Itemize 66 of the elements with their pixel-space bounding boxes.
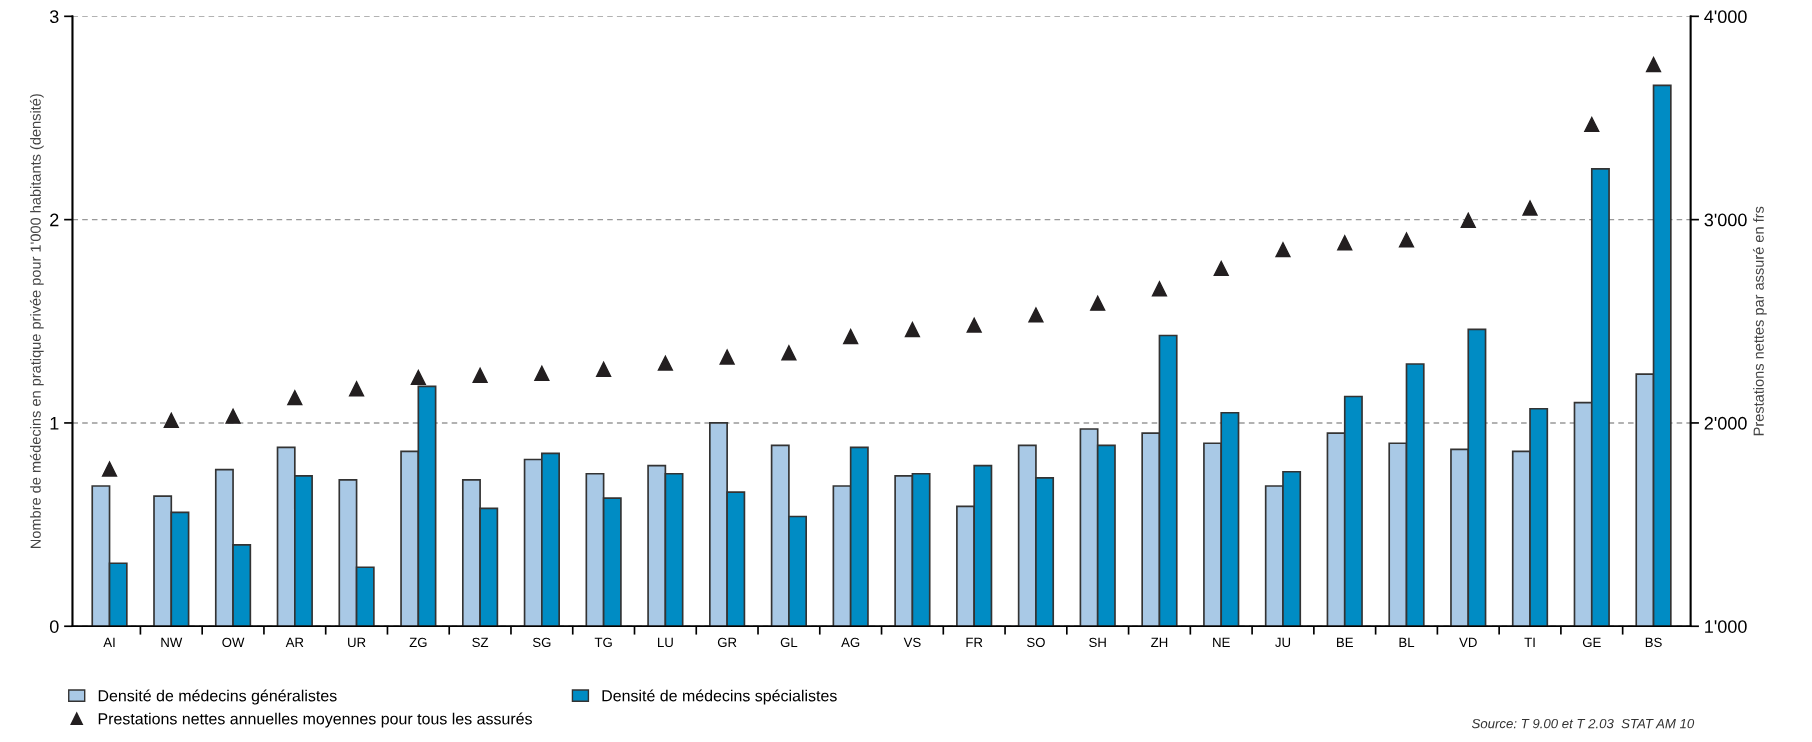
point: [1645, 56, 1662, 73]
point: [719, 349, 735, 365]
source-note: Source: T 9.00 et T 2.03 STAT AM 10: [1471, 718, 1695, 729]
x-tick-label: VD: [1459, 637, 1477, 647]
y2-tick-label: 4'000: [1704, 10, 1747, 24]
x-tick-label: LU: [658, 637, 673, 648]
x-tick-label: TI: [1524, 637, 1535, 647]
point: [534, 365, 550, 381]
point: [1028, 307, 1044, 323]
point: [1398, 232, 1415, 248]
x-tick-label: ZH: [1151, 637, 1168, 647]
x-tick-label: NW: [161, 637, 183, 647]
legend-label: Prestations nettes annuelles moyennes pour tous les assurés: [98, 712, 532, 728]
point: [1151, 281, 1168, 297]
y-tick-label: 1: [50, 417, 59, 430]
point: [348, 381, 365, 397]
y-axis-title: Nombre de médecins en pratique privée pour 1'000 habitants (densité): [29, 94, 44, 549]
x-tick-label: BL: [1399, 637, 1415, 647]
x-tick-label: TG: [594, 637, 612, 648]
x-tick-label: GE: [1582, 637, 1601, 648]
x-tick-label: NE: [1213, 637, 1230, 647]
point: [781, 345, 797, 361]
x-tick-label: AR: [285, 637, 304, 647]
point: [1213, 260, 1229, 277]
point: [101, 461, 118, 477]
point: [472, 367, 488, 384]
point: [843, 328, 859, 345]
x-tick-label: FR: [966, 637, 983, 647]
point: [1522, 200, 1538, 216]
x-tick-label: SG: [532, 637, 551, 648]
y2-tick-label: 2'000: [1704, 416, 1747, 430]
point: [1090, 295, 1106, 311]
x-tick-label: JU: [1275, 637, 1291, 648]
x-tick-label: AG: [841, 637, 860, 648]
y2-tick-label: 3'000: [1704, 213, 1747, 227]
point: [904, 321, 921, 338]
y-tick-label: 3: [49, 10, 59, 24]
y-tick-label: 0: [49, 620, 59, 633]
point: [1337, 235, 1353, 251]
point: [1275, 242, 1291, 258]
legend-label: Densité de médecins spécialistes: [602, 689, 837, 705]
legend-label: Densité de médecins généralistes: [98, 689, 337, 705]
x-tick-label: BE: [1337, 637, 1353, 647]
x-tick-label: VS: [903, 637, 921, 648]
x-tick-label: ZG: [409, 637, 427, 648]
x-tick-label: OW: [222, 637, 245, 648]
x-tick-label: GL: [780, 637, 798, 648]
point: [1584, 116, 1600, 133]
y2-tick-label: 1'000: [1705, 620, 1747, 633]
x-tick-label: SH: [1089, 637, 1106, 648]
point: [225, 408, 241, 424]
x-tick-label: GR: [717, 637, 737, 648]
point: [595, 361, 612, 377]
point: [410, 369, 426, 386]
point: [657, 355, 674, 371]
point: [1460, 212, 1476, 228]
x-tick-label: SO: [1027, 637, 1045, 648]
x-tick-label: AI: [103, 637, 115, 647]
point: [287, 390, 303, 406]
y2-axis-title: Prestations nettes par assuré en frs: [1752, 206, 1767, 436]
point: [163, 412, 179, 428]
y-tick-label: 2: [50, 213, 59, 227]
point: [966, 317, 982, 333]
x-tick-label: UR: [348, 637, 366, 648]
x-tick-label: BS: [1645, 637, 1662, 648]
x-tick-label: SZ: [472, 637, 489, 648]
